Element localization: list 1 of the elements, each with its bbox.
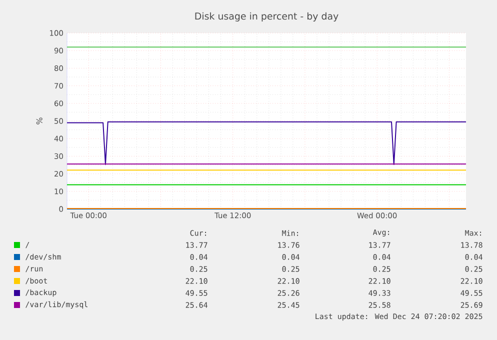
chart-title: Disk usage in percent - by day — [195, 12, 338, 22]
